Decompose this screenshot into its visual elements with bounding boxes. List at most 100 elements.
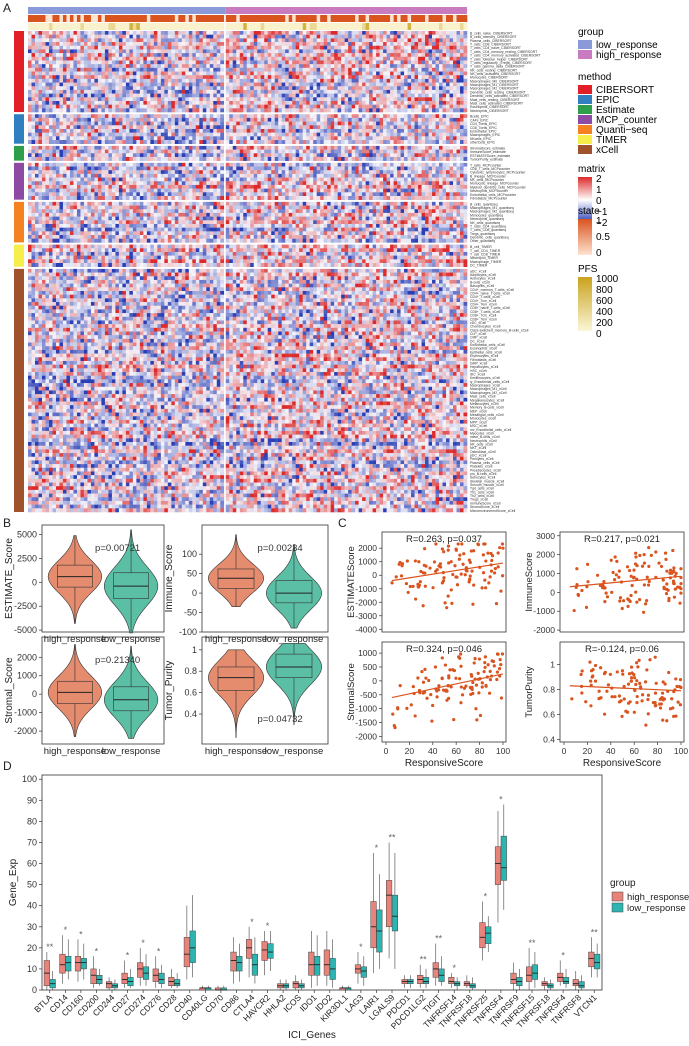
state-cell: [161, 15, 165, 22]
heatmap-cell: [42, 75, 46, 79]
heatmap-cell: [122, 114, 126, 118]
heatmap-cell: [87, 68, 91, 72]
heatmap-cell: [278, 53, 282, 57]
heatmap-cell: [126, 86, 130, 90]
heatmap-cell: [119, 94, 123, 98]
heatmap-cell: [338, 114, 342, 118]
heatmap-cell: [80, 83, 84, 87]
heatmap-cell: [380, 101, 384, 105]
heatmap-cell: [271, 90, 275, 94]
heatmap-cell: [63, 38, 67, 42]
heatmap-cell: [164, 105, 168, 109]
heatmap-cell: [182, 86, 186, 90]
heatmap-cell: [175, 35, 179, 39]
heatmap-cell: [450, 49, 454, 53]
heatmap-cell: [394, 64, 398, 68]
heatmap-cell: [450, 79, 454, 83]
heatmap-cell: [289, 86, 293, 90]
heatmap-cell: [408, 49, 412, 53]
heatmap-cell: [94, 53, 98, 57]
heatmap-cell: [112, 57, 116, 61]
heatmap-cell: [77, 53, 81, 57]
heatmap-cell: [292, 72, 296, 76]
state-cell: [203, 15, 207, 22]
heatmap-cell: [101, 105, 105, 109]
heatmap-cell: [432, 79, 436, 83]
heatmap-cell: [94, 97, 98, 101]
heatmap-cell: [119, 68, 123, 72]
heatmap-cell: [446, 72, 450, 76]
heatmap-cell: [229, 101, 233, 105]
heatmap-cell: [373, 83, 377, 87]
heatmap-cell: [278, 86, 282, 90]
heatmap-cell: [220, 38, 224, 42]
heatmap-cell: [264, 83, 268, 87]
heatmap-cell: [369, 64, 373, 68]
heatmap-cell: [189, 75, 193, 79]
heatmap-cell: [285, 97, 289, 101]
heatmap-cell: [373, 53, 377, 57]
heatmap-cell: [192, 94, 196, 98]
heatmap-cell: [436, 31, 440, 35]
pfs-cell: [331, 23, 335, 30]
heatmap-cell: [147, 42, 151, 46]
heatmap-cell: [63, 60, 67, 64]
heatmap-cell: [257, 57, 261, 61]
heatmap-cell: [168, 105, 172, 109]
heatmap-cell: [38, 114, 42, 118]
heatmap-cell: [240, 35, 244, 39]
heatmap-cell: [362, 49, 366, 53]
heatmap-cell: [49, 90, 53, 94]
heatmap-cell: [359, 35, 363, 39]
heatmap-cell: [299, 90, 303, 94]
heatmap-cell: [98, 105, 102, 109]
heatmap-cell: [70, 79, 74, 83]
heatmap-cell: [233, 72, 237, 76]
heatmap-cell: [359, 105, 363, 109]
pfs-cell: [443, 23, 447, 30]
heatmap-cell: [261, 49, 265, 53]
heatmap-cell: [278, 101, 282, 105]
heatmap-cell: [56, 90, 60, 94]
heatmap-cell: [101, 46, 105, 50]
heatmap-cell: [213, 108, 217, 112]
heatmap-cell: [213, 31, 217, 35]
heatmap-cell: [91, 118, 95, 122]
heatmap-cell: [80, 38, 84, 42]
heatmap-cell: [217, 90, 221, 94]
heatmap-cell: [87, 49, 91, 53]
heatmap-cell: [63, 108, 67, 112]
heatmap-cell: [292, 114, 296, 118]
state-cell: [257, 15, 261, 22]
heatmap-cell: [80, 79, 84, 83]
heatmap-cell: [87, 108, 91, 112]
heatmap-cell: [229, 105, 233, 109]
heatmap-cell: [31, 97, 35, 101]
heatmap-cell: [94, 114, 98, 118]
heatmap-cell: [348, 108, 352, 112]
state-cell: [206, 15, 210, 22]
heatmap-cell: [136, 86, 140, 90]
heatmap-cell: [317, 35, 321, 39]
heatmap-cell: [115, 118, 119, 122]
heatmap-cell: [154, 64, 158, 68]
state-cell: [268, 15, 272, 22]
heatmap-cell: [341, 97, 345, 101]
heatmap-cell: [341, 118, 345, 122]
heatmap-cell: [189, 108, 193, 112]
heatmap-cell: [129, 35, 133, 39]
heatmap-cell: [98, 101, 102, 105]
heatmap-cell: [436, 72, 440, 76]
pfs-cell: [243, 23, 247, 30]
heatmap-cell: [84, 72, 88, 76]
heatmap-cell: [157, 79, 161, 83]
heatmap-cell: [147, 118, 151, 122]
heatmap-cell: [226, 31, 230, 35]
heatmap-cell: [129, 108, 133, 112]
heatmap-cell: [327, 105, 331, 109]
heatmap-cell: [133, 86, 137, 90]
heatmap-cell: [443, 86, 447, 90]
heatmap-cell: [38, 97, 42, 101]
heatmap-cell: [70, 49, 74, 53]
heatmap-cell: [112, 97, 116, 101]
